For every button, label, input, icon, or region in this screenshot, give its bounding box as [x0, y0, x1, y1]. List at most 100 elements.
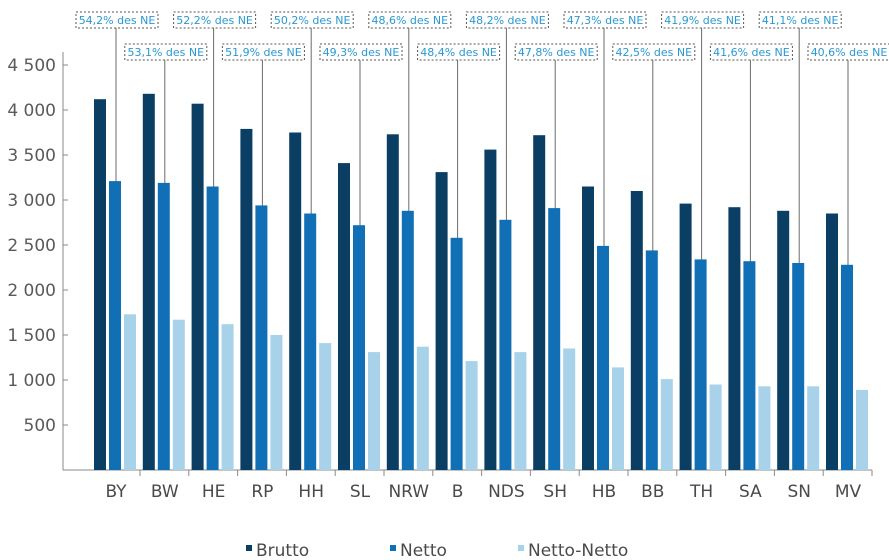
annotation-label: 48,4% des NE	[420, 46, 497, 59]
annotation-label: 52,2% des NE	[176, 14, 253, 27]
bar-netto-netto-th	[709, 384, 722, 470]
annotation-box	[465, 11, 549, 29]
bar-netto-netto-rp	[270, 335, 283, 470]
bar-netto-bb	[645, 250, 658, 470]
bar-netto-netto-b	[465, 361, 478, 470]
bar-netto-b	[450, 237, 463, 470]
y-tick-label: 2 500	[7, 236, 56, 256]
x-tick-label: HH	[298, 482, 324, 502]
bar-netto-netto-sh	[563, 348, 576, 470]
x-tick-label: BB	[641, 482, 664, 502]
bar-netto-mv	[841, 264, 853, 470]
annotation-label: 41,6% des NE	[713, 46, 790, 59]
bar-netto-th	[694, 259, 707, 470]
bar-brutto-hh	[289, 132, 302, 470]
bar-netto-nds	[499, 219, 512, 470]
x-tick-label: NRW	[388, 482, 429, 502]
annotation-label: 41,9% des NE	[664, 14, 741, 27]
bar-netto-rp	[255, 205, 268, 470]
annotation-label: 42,5% des NE	[615, 46, 692, 59]
bar-netto-sl	[353, 225, 365, 470]
x-tick-label: BW	[151, 482, 179, 502]
x-tick-label: B	[452, 482, 464, 502]
annotation-label: 48,2% des NE	[469, 14, 546, 27]
annotation-box	[758, 11, 842, 29]
bar-brutto-sa	[728, 207, 741, 470]
bar-netto-hb	[597, 245, 609, 470]
bar-brutto-he	[191, 103, 204, 470]
legend-label: Netto	[400, 541, 447, 560]
annotation-label: 40,6% des NE	[811, 46, 888, 59]
annotation-box	[807, 43, 889, 61]
x-tick-label: HE	[202, 482, 226, 502]
annotation-label: 51,9% des NE	[225, 46, 302, 59]
annotation-label: 50,2% des NE	[274, 14, 351, 27]
x-tick-label: SN	[787, 482, 811, 502]
annotation-box	[563, 11, 647, 29]
bar-netto-netto-he	[221, 324, 234, 470]
bar-netto-sa	[743, 261, 756, 470]
y-tick-label: 1 000	[7, 371, 56, 391]
bar-netto-netto-bw	[172, 319, 185, 470]
y-tick-label: 4 000	[7, 101, 56, 121]
bar-netto-bw	[157, 182, 170, 470]
annotation-label: 47,8% des NE	[518, 46, 595, 59]
annotation-box	[173, 11, 257, 29]
bar-brutto-th	[679, 203, 692, 470]
y-tick-label: 3 500	[7, 146, 56, 166]
annotation-box	[417, 43, 501, 61]
annotation-box	[368, 11, 452, 29]
annotation-box	[514, 43, 598, 61]
bar-netto-nrw	[401, 210, 414, 471]
bar-netto-netto-hh	[319, 343, 332, 470]
bar-brutto-nrw	[386, 134, 399, 471]
x-tick-label: SL	[350, 482, 371, 502]
x-tick-label: MV	[835, 482, 862, 502]
bar-brutto-nds	[484, 149, 497, 470]
bar-netto-netto-by	[124, 314, 136, 470]
bar-netto-hh	[304, 213, 317, 470]
annotation-label: 49,3% des NE	[323, 46, 400, 59]
annotation-box	[661, 11, 745, 29]
y-tick-label: 500	[24, 416, 56, 436]
bar-brutto-b	[435, 172, 448, 470]
y-tick-label: 1 500	[7, 326, 56, 346]
bar-netto-he	[206, 186, 219, 470]
bar-netto-sh	[548, 208, 561, 470]
bars	[94, 93, 868, 471]
x-tick-label: TH	[689, 482, 713, 502]
bar-netto-netto-sn	[807, 386, 820, 470]
annotation-box	[270, 11, 354, 29]
annotation-box	[319, 43, 403, 61]
bar-netto-netto-hb	[612, 367, 624, 470]
x-tick-label: NDS	[488, 482, 525, 502]
annotation-box	[124, 43, 208, 61]
annotation-label: 53,1% des NE	[127, 46, 204, 59]
annotation-label: 47,3% des NE	[567, 14, 644, 27]
bar-brutto-sn	[777, 210, 790, 471]
bar-netto-netto-nds	[514, 352, 527, 470]
annotation-box	[612, 43, 696, 61]
y-axis: 500 1 000 1 500 2 000 2 500 3 000 3 500 4 000 4 …	[7, 52, 68, 470]
legend-label: Brutto	[256, 541, 309, 560]
y-tick-label: 2 000	[7, 281, 56, 301]
x-tick-label: BY	[105, 482, 127, 502]
bar-brutto-sl	[338, 163, 350, 470]
legend-swatch	[518, 545, 524, 551]
annotation-label: 54,2% des NE	[79, 14, 156, 27]
x-axis: BY BW HE RP HH SL NRW B NDS SH HB BB TH SA SN MV	[63, 469, 873, 502]
bar-brutto-mv	[826, 213, 838, 470]
bar-netto-netto-sa	[758, 386, 771, 470]
bar-netto-sn	[792, 263, 805, 470]
bar-netto-netto-sl	[368, 352, 380, 470]
bar-brutto-hb	[582, 186, 594, 470]
bar-brutto-bw	[142, 93, 155, 471]
y-tick-label: 3 000	[7, 191, 56, 211]
bar-brutto-by	[94, 99, 106, 470]
bar-netto-netto-nrw	[416, 346, 429, 470]
annotation-box	[709, 43, 793, 61]
bar-brutto-bb	[630, 191, 643, 470]
bar-netto-by	[109, 181, 121, 470]
x-tick-label: SA	[739, 482, 762, 502]
